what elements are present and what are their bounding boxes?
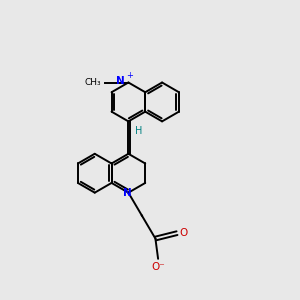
- Text: CH₃: CH₃: [85, 78, 101, 87]
- Text: N: N: [116, 76, 125, 86]
- Text: +: +: [126, 71, 133, 80]
- Text: N: N: [123, 188, 131, 198]
- Text: O: O: [180, 228, 188, 238]
- Text: O⁻: O⁻: [151, 262, 165, 272]
- Text: H: H: [135, 126, 142, 136]
